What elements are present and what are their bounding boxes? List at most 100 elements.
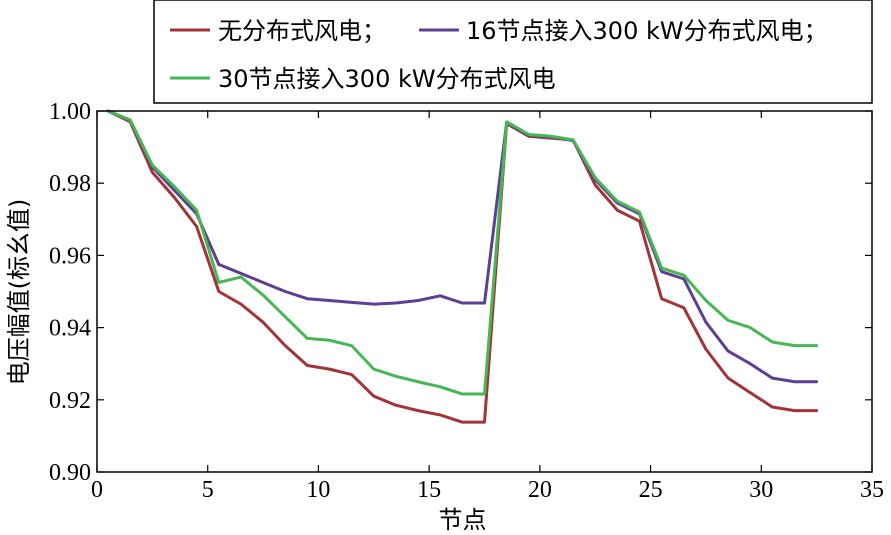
data-point [151, 163, 154, 167]
data-point [749, 362, 752, 365]
x-tick-label: 30 [749, 477, 773, 503]
legend-box [153, 0, 873, 104]
data-point [151, 171, 154, 174]
data-point [616, 209, 619, 212]
data-point [394, 301, 398, 305]
series-points-1 [106, 109, 818, 383]
data-point [682, 277, 685, 281]
x-tick-label: 15 [417, 477, 441, 503]
data-point [461, 301, 464, 305]
axes: 0 5 10 15 20 25 30 35 0.90 0.92 0.94 0.96 0.98 1.00 节点… [5, 99, 884, 534]
data-point [328, 339, 331, 342]
data-point [261, 320, 265, 324]
data-point [261, 293, 265, 297]
data-point [704, 320, 708, 324]
x-tick-label: 35 [860, 477, 884, 503]
data-point [815, 409, 818, 412]
plot-area [106, 109, 819, 424]
series-line-1 [106, 109, 819, 384]
data-point [217, 290, 220, 293]
y-tick-label: 0.90 [49, 460, 91, 486]
data-point [483, 420, 486, 424]
data-point [660, 297, 663, 300]
x-tick-label: 10 [306, 477, 330, 503]
data-point [793, 409, 796, 412]
data-point [239, 272, 243, 275]
y-tick-label: 1.00 [49, 99, 91, 125]
data-point [483, 301, 486, 305]
data-point [328, 367, 331, 371]
data-point [505, 120, 508, 124]
data-point [416, 409, 420, 412]
y-tick-label: 0.98 [49, 171, 91, 197]
data-point [594, 183, 597, 187]
x-tick-label: 25 [639, 477, 663, 503]
data-point [195, 209, 198, 212]
data-point [682, 306, 685, 309]
data-point [217, 281, 220, 284]
data-point [527, 133, 530, 136]
data-point [372, 394, 375, 398]
data-point [704, 299, 708, 302]
data-point [461, 420, 464, 424]
legend: 无分布式风电； 16节点接入300 kW分布式风电； 30节点接入300 kW分布式… [153, 0, 873, 104]
data-point [815, 344, 818, 347]
data-point [173, 196, 176, 199]
legend-label: 无分布式风电； [218, 17, 386, 45]
data-point [284, 290, 287, 293]
data-point [195, 225, 198, 228]
data-point [129, 118, 132, 122]
series-points-0 [106, 109, 818, 424]
data-point [638, 210, 641, 214]
data-point [771, 405, 774, 409]
data-point [394, 375, 398, 378]
data-point [771, 340, 774, 344]
data-point [350, 344, 353, 347]
data-point [638, 219, 641, 223]
data-point [549, 135, 553, 138]
x-tick-label: 20 [528, 477, 552, 503]
data-point [261, 281, 265, 284]
data-point [815, 380, 818, 383]
data-point [239, 302, 243, 306]
data-point [726, 376, 730, 380]
data-point [704, 348, 708, 351]
data-point [771, 376, 774, 380]
x-axis-title: 节点 [439, 506, 487, 534]
x-tick-label: 0 [91, 477, 103, 503]
data-point [173, 189, 176, 192]
data-point [372, 302, 375, 306]
data-point [660, 270, 663, 273]
data-point [594, 176, 597, 179]
data-point [350, 301, 353, 304]
data-point [173, 185, 176, 189]
data-point [571, 138, 575, 142]
data-point [726, 319, 730, 322]
data-point [372, 367, 375, 371]
y-tick-label: 0.94 [49, 316, 91, 342]
plot-frame [96, 110, 873, 473]
data-point [793, 380, 796, 383]
data-point [239, 275, 243, 279]
data-point [726, 349, 730, 353]
y-axis-title: 电压幅值(标幺值) [5, 199, 33, 386]
data-point [616, 200, 619, 203]
x-tick-label: 5 [202, 477, 214, 503]
data-point [749, 326, 752, 329]
data-point [416, 299, 420, 302]
data-point [350, 373, 353, 376]
data-point [394, 404, 398, 407]
data-point [660, 266, 663, 270]
data-point [439, 385, 442, 389]
data-point [461, 392, 464, 396]
legend-item-1: 16节点接入300 kW分布式风电； [419, 17, 828, 45]
data-point [483, 392, 486, 396]
data-point [682, 274, 685, 277]
data-point [793, 344, 796, 347]
y-tick-label: 0.96 [49, 243, 91, 269]
data-point [416, 380, 420, 383]
legend-item-2: 30节点接入300 kW分布式风电 [170, 65, 556, 93]
data-point [217, 263, 220, 266]
data-point [306, 297, 309, 300]
